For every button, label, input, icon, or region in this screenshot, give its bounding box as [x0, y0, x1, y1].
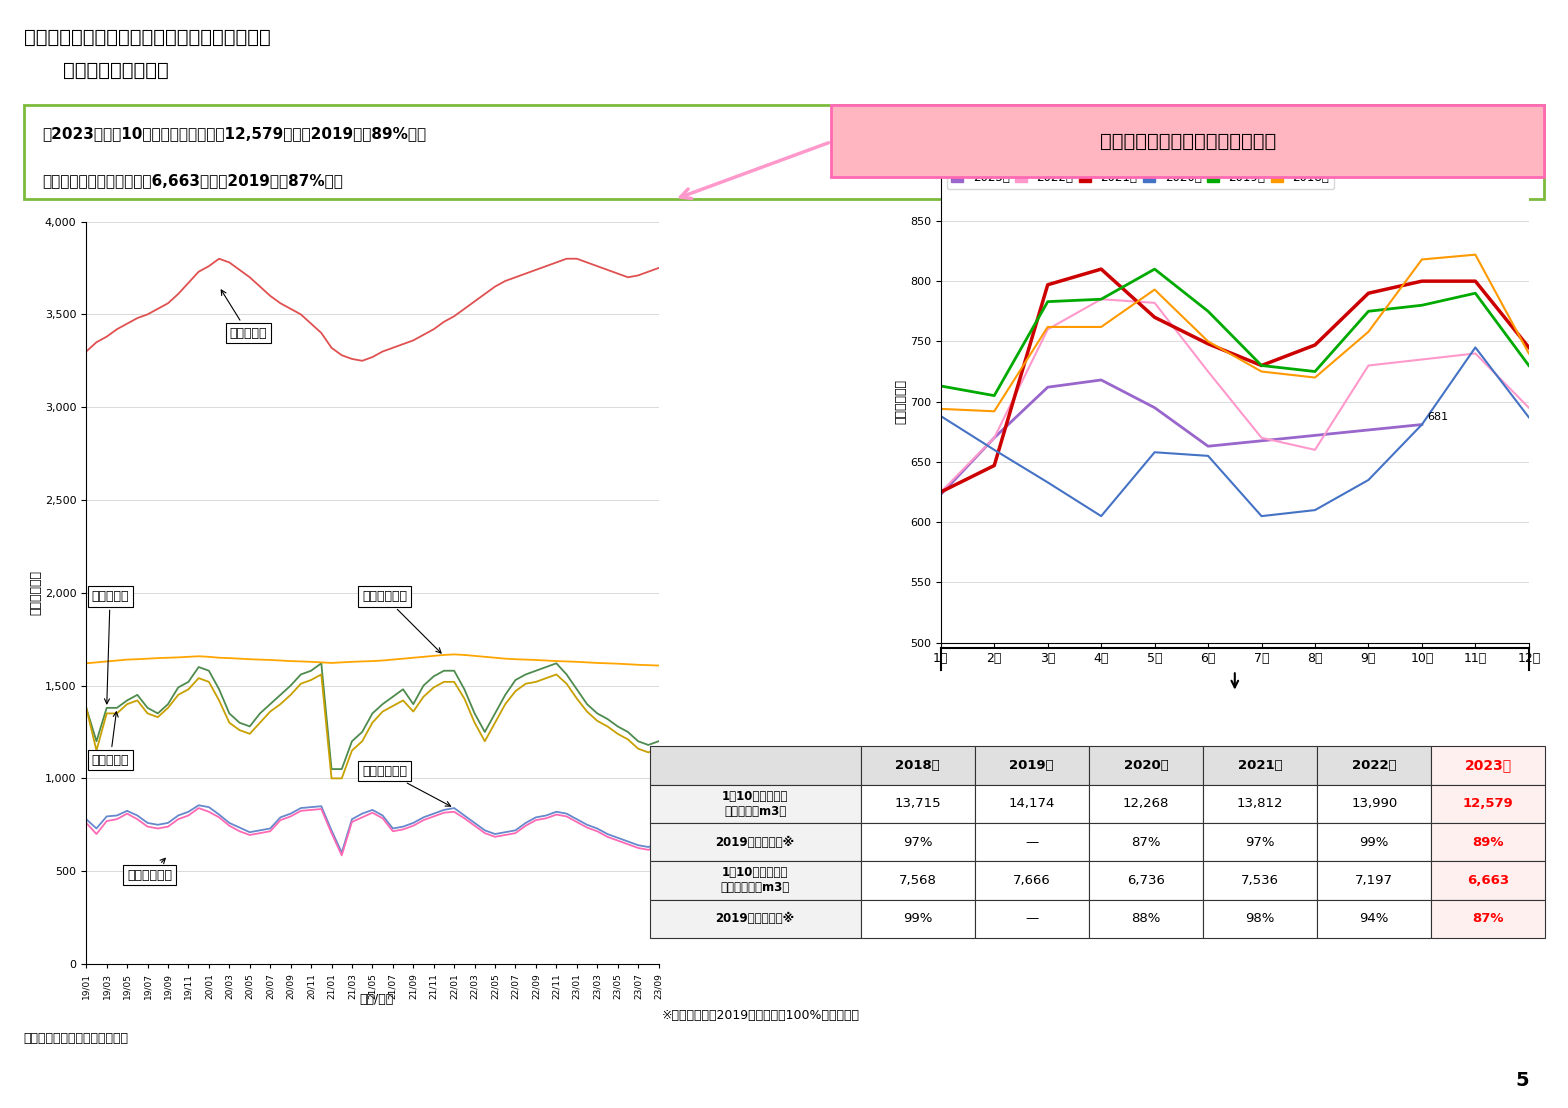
2019年: [1359, 305, 1378, 318]
2021年: [1145, 310, 1163, 324]
FancyBboxPatch shape: [831, 105, 1544, 177]
2021年: [931, 485, 950, 499]
2019年: [1519, 359, 1538, 372]
Text: 資料：農林水産省「製材統計」: 資料：農林水産省「製材統計」: [24, 1032, 129, 1045]
2022年: [1359, 359, 1378, 372]
2022年: [1198, 365, 1217, 378]
2022年: [1253, 431, 1272, 444]
Text: 製材品出荷量: 製材品出荷量: [362, 765, 450, 807]
2018年: [1519, 347, 1538, 360]
2021年: [1198, 337, 1217, 350]
2021年: [1519, 341, 1538, 355]
2018年: [1091, 320, 1110, 334]
Y-axis label: 数量（千㎥）: 数量（千㎥）: [30, 571, 42, 615]
2019年: [1253, 359, 1272, 372]
2022年: [985, 431, 1004, 444]
2022年: [1519, 401, 1538, 414]
Text: 原木消費量: 原木消費量: [91, 711, 129, 767]
2021年: [1253, 359, 1272, 372]
Text: 681: 681: [1427, 412, 1449, 422]
2019年: [1198, 305, 1217, 318]
2019年: [1038, 295, 1057, 308]
2022年: [1466, 347, 1485, 360]
2021年: [1413, 275, 1432, 288]
2022年: [1145, 296, 1163, 309]
2023年: [1091, 373, 1110, 387]
Text: ２　工場の原木等の入荷、製品の生産等の動向: ２ 工場の原木等の入荷、製品の生産等の動向: [24, 28, 270, 47]
2020年: [985, 443, 1004, 456]
2020年: [1466, 341, 1485, 355]
2018年: [1145, 283, 1163, 296]
Text: 原木在庫量: 原木在庫量: [221, 290, 267, 340]
2023年: [1413, 418, 1432, 431]
2020年: [1413, 418, 1432, 431]
2020年: [1038, 475, 1057, 489]
2022年: [1038, 322, 1057, 336]
2019年: [1466, 287, 1485, 300]
2020年: [1359, 473, 1378, 486]
2019年: [1413, 299, 1432, 312]
Text: ※コロナ禍前の2019年の数値を100%とした比較: ※コロナ禍前の2019年の数値を100%とした比較: [662, 1009, 859, 1023]
2020年: [1306, 503, 1325, 516]
Text: 製材品出荷量の月別推移（全国）: 製材品出荷量の月別推移（全国）: [1099, 132, 1276, 151]
2023年: [1038, 380, 1057, 393]
2020年: [931, 410, 950, 423]
2023年: [931, 488, 950, 501]
2020年: [1519, 411, 1538, 424]
2021年: [1306, 338, 1325, 351]
2021年: [1038, 278, 1057, 291]
FancyBboxPatch shape: [24, 105, 1544, 199]
Line: 2021年: 2021年: [941, 269, 1529, 492]
2018年: [1038, 320, 1057, 334]
2018年: [1253, 365, 1272, 378]
2023年: [1198, 440, 1217, 453]
Y-axis label: 数量（千㎥）: 数量（千㎥）: [894, 379, 908, 424]
Text: 5: 5: [1515, 1070, 1529, 1090]
2022年: [1306, 443, 1325, 456]
2019年: [931, 379, 950, 392]
Line: 2020年: 2020年: [941, 348, 1529, 516]
Text: 製材品生産量: 製材品生産量: [127, 859, 172, 882]
2018年: [985, 404, 1004, 418]
2018年: [1198, 335, 1217, 348]
Text: 製材品在庫量: 製材品在庫量: [362, 591, 441, 653]
Line: 2023年: 2023年: [941, 380, 1422, 494]
Line: 2018年: 2018年: [941, 255, 1529, 411]
Text: （年/月）: （年/月）: [359, 993, 394, 1006]
2018年: [1359, 325, 1378, 338]
2021年: [985, 459, 1004, 472]
2022年: [931, 485, 950, 499]
2019年: [1306, 365, 1325, 378]
2020年: [1145, 445, 1163, 459]
2019年: [1145, 263, 1163, 276]
Text: ・同様に製材品の出荷量は6,663千㎥（2019年比87%）。: ・同様に製材品の出荷量は6,663千㎥（2019年比87%）。: [42, 173, 343, 188]
2019年: [1091, 293, 1110, 306]
2018年: [931, 402, 950, 416]
2021年: [1359, 287, 1378, 300]
2020年: [1091, 510, 1110, 523]
2022年: [1091, 293, 1110, 306]
2019年: [985, 389, 1004, 402]
2023年: [985, 431, 1004, 444]
2018年: [1413, 253, 1432, 266]
Line: 2019年: 2019年: [941, 269, 1529, 396]
2020年: [1253, 510, 1272, 523]
2018年: [1466, 248, 1485, 261]
2023年: [1145, 401, 1163, 414]
Legend: 2023年, 2022年, 2021年, 2020年, 2019年, 2018年: 2023年, 2022年, 2021年, 2020年, 2019年, 2018年: [947, 166, 1334, 189]
2021年: [1466, 275, 1485, 288]
Text: ・2023年１～10月の原木の入荷量は12,579千㎥（2019年比89%）。: ・2023年１～10月の原木の入荷量は12,579千㎥（2019年比89%）。: [42, 126, 426, 141]
2021年: [1091, 263, 1110, 276]
2018年: [1306, 371, 1325, 384]
Text: 原木入荷量: 原木入荷量: [91, 591, 129, 704]
2022年: [1413, 352, 1432, 366]
2020年: [1198, 449, 1217, 462]
Line: 2022年: 2022年: [941, 299, 1529, 492]
Text: （１）製材（全国）: （１）製材（全国）: [63, 61, 168, 80]
